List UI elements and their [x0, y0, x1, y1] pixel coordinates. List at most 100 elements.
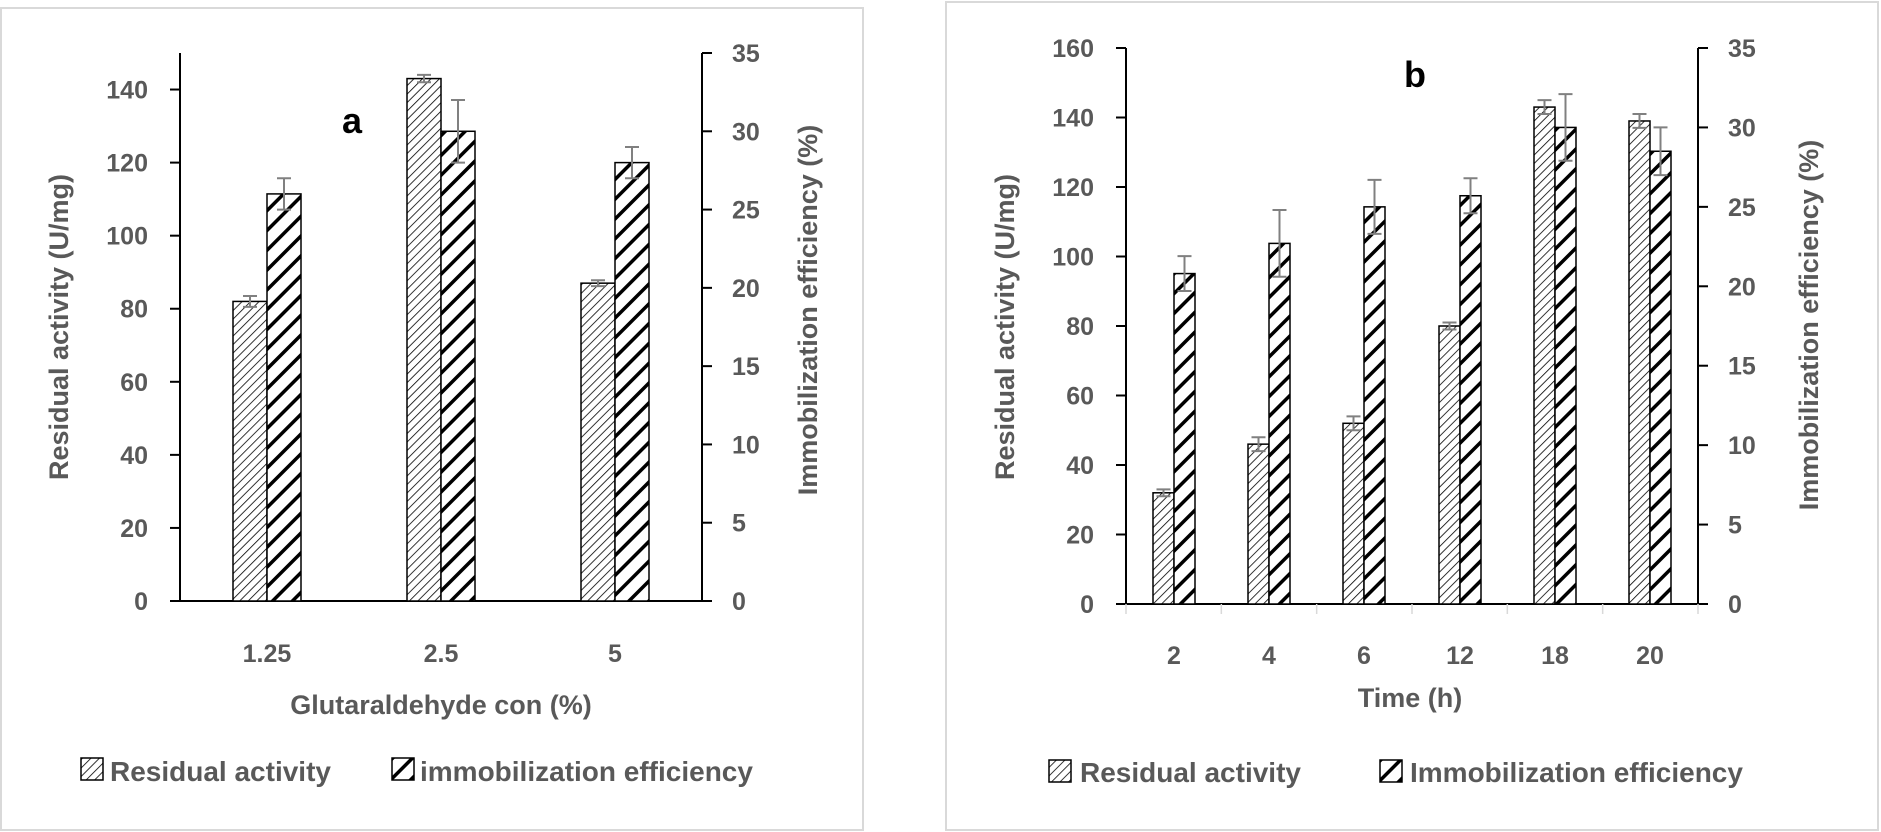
left-tick-label: 40: [120, 442, 148, 470]
legend-swatch-residual-b: [1048, 759, 1072, 783]
x-tick-label: 2.5: [424, 640, 459, 668]
panel-b-left-ticks: 0 20 40 60 80 100 120 140 160: [1052, 35, 1126, 619]
panel-a-letter: a: [342, 100, 363, 141]
right-tick-label: 35: [1728, 35, 1756, 63]
panel-a-legend: Residual activity immobilization efficie…: [80, 756, 753, 787]
x-tick-label: 20: [1636, 642, 1664, 670]
error-bar-immobilization-efficiency: [1463, 177, 1478, 215]
error-bar-residual-activity: [1156, 488, 1171, 498]
right-tick-label: 10: [732, 431, 760, 459]
error-bar-immobilization-efficiency: [1653, 126, 1668, 177]
left-tick-label: 140: [106, 77, 148, 105]
chart-panel-b: 0 20 40 60 80 100 120 140 160 0 5 10 15 20 25 30 35 2 4 6…: [945, 1, 1879, 831]
legend-swatch-efficiency-b: [1379, 759, 1403, 783]
error-bar-residual-activity: [1442, 321, 1457, 331]
left-tick-label: 100: [1052, 244, 1094, 272]
panel-a-y2-title: Immobilization efficiency (%): [793, 125, 823, 496]
bar-immobilization-efficiency: [1459, 194, 1482, 605]
bar-residual-activity: [232, 300, 268, 602]
x-tick-label: 6: [1357, 642, 1371, 670]
x-tick-label: 4: [1262, 642, 1276, 670]
right-tick-label: 20: [1728, 273, 1756, 301]
x-tick-label: 12: [1446, 642, 1474, 670]
error-bar-residual-activity: [243, 294, 257, 308]
error-bar-residual-activity: [417, 73, 431, 84]
panel-b-letter: b: [1404, 54, 1426, 95]
panel-a-y-title: Residual activity (U/mg): [44, 174, 74, 480]
bar-immobilization-efficiency: [614, 161, 650, 602]
left-tick-label: 0: [1080, 591, 1094, 619]
bar-immobilization-efficiency: [1554, 126, 1577, 605]
panel-b-legend: Residual activity Immobilization efficie…: [1048, 757, 1743, 788]
legend-label-residual-b: Residual activity: [1080, 757, 1301, 788]
legend-swatch-efficiency-a: [391, 757, 415, 781]
panel-b-right-ticks: 0 5 10 15 20 25 30 35: [1698, 35, 1756, 619]
panel-b-bars: [1152, 93, 1672, 605]
left-tick-label: 0: [134, 588, 148, 616]
right-tick-label: 15: [1728, 353, 1756, 381]
left-tick-label: 80: [1066, 313, 1094, 341]
right-tick-label: 25: [732, 197, 760, 225]
right-tick-label: 10: [1728, 432, 1756, 460]
panel-b-frame: [945, 1, 1879, 831]
error-bar-residual-activity: [1537, 99, 1552, 116]
bar-residual-activity: [406, 77, 442, 602]
right-tick-label: 0: [732, 588, 746, 616]
right-tick-label: 30: [1728, 114, 1756, 142]
chart-panel-a: 0 20 40 60 80 100 120 140 0 5 10 15 20 25 30 35 1.25 2.…: [0, 7, 864, 831]
bar-residual-activity: [1342, 422, 1365, 605]
error-bar-immobilization-efficiency: [625, 145, 639, 180]
panel-b-y2-title: Immobilization efficiency (%): [1794, 140, 1824, 511]
right-tick-label: 20: [732, 275, 760, 303]
right-tick-label: 25: [1728, 194, 1756, 222]
panel-b-x-title: Time (h): [1358, 683, 1463, 713]
legend-label-efficiency-a: immobilization efficiency: [420, 756, 753, 787]
error-bar-residual-activity: [1346, 415, 1361, 432]
left-tick-label: 100: [106, 223, 148, 251]
x-tick-label: 18: [1541, 642, 1569, 670]
bar-immobilization-efficiency: [266, 193, 302, 602]
error-bar-immobilization-efficiency: [1558, 93, 1573, 162]
bar-residual-activity: [1247, 443, 1270, 605]
panel-b-y-title: Residual activity (U/mg): [990, 174, 1020, 480]
right-tick-label: 5: [1728, 512, 1742, 540]
left-tick-label: 20: [1066, 522, 1094, 550]
right-tick-label: 15: [732, 353, 760, 381]
left-tick-label: 40: [1066, 452, 1094, 480]
panel-b-x-ticks: [1125, 604, 1699, 614]
error-bar-immobilization-efficiency: [1272, 209, 1287, 278]
error-bar-immobilization-efficiency: [277, 177, 291, 211]
panel-a-bars: [232, 73, 650, 602]
left-tick-label: 140: [1052, 105, 1094, 133]
bar-residual-activity: [1152, 492, 1175, 605]
x-tick-label: 1.25: [243, 640, 292, 668]
right-tick-label: 0: [1728, 591, 1742, 619]
left-tick-label: 60: [120, 369, 148, 397]
panel-a-left-ticks: 0 20 40 60 80 100 120 140: [106, 77, 180, 616]
legend-swatch-residual-a: [80, 757, 104, 781]
right-tick-label: 35: [732, 40, 760, 68]
bar-immobilization-efficiency: [1173, 272, 1196, 605]
bar-immobilization-efficiency: [440, 130, 476, 602]
error-bar-immobilization-efficiency: [1367, 178, 1382, 235]
left-tick-label: 80: [120, 296, 148, 324]
error-bar-residual-activity: [1251, 436, 1266, 453]
left-tick-label: 60: [1066, 383, 1094, 411]
error-bar-immobilization-efficiency: [451, 98, 465, 164]
bar-residual-activity: [1628, 120, 1651, 605]
left-tick-label: 120: [106, 150, 148, 178]
bar-immobilization-efficiency: [1649, 150, 1672, 605]
left-tick-label: 160: [1052, 35, 1094, 63]
right-tick-label: 30: [732, 118, 760, 146]
panel-b-x-tick-labels: 2 4 6 12 18 20: [1167, 642, 1664, 670]
bar-immobilization-efficiency: [1268, 242, 1291, 605]
legend-label-efficiency-b: Immobilization efficiency: [1410, 757, 1743, 788]
x-tick-label: 2: [1167, 642, 1181, 670]
panel-a-x-tick-labels: 1.25 2.5 5: [243, 640, 622, 668]
error-bar-residual-activity: [591, 279, 605, 288]
panel-a-x-title: Glutaraldehyde con (%): [290, 690, 592, 720]
error-bar-immobilization-efficiency: [1177, 255, 1192, 293]
legend-label-residual-a: Residual activity: [110, 756, 331, 787]
bar-residual-activity: [1533, 106, 1556, 605]
